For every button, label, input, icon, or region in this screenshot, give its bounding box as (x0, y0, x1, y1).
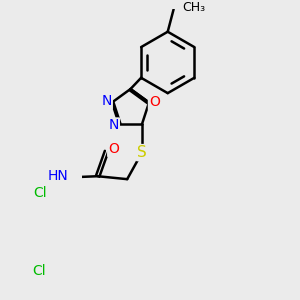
Text: O: O (149, 95, 160, 110)
Text: CH₃: CH₃ (182, 1, 205, 14)
Text: S: S (137, 145, 147, 160)
Text: Cl: Cl (32, 264, 45, 278)
Text: O: O (108, 142, 119, 156)
Text: Cl: Cl (33, 186, 46, 200)
Text: HN: HN (47, 169, 68, 183)
Text: N: N (109, 118, 119, 132)
Text: N: N (101, 94, 112, 108)
